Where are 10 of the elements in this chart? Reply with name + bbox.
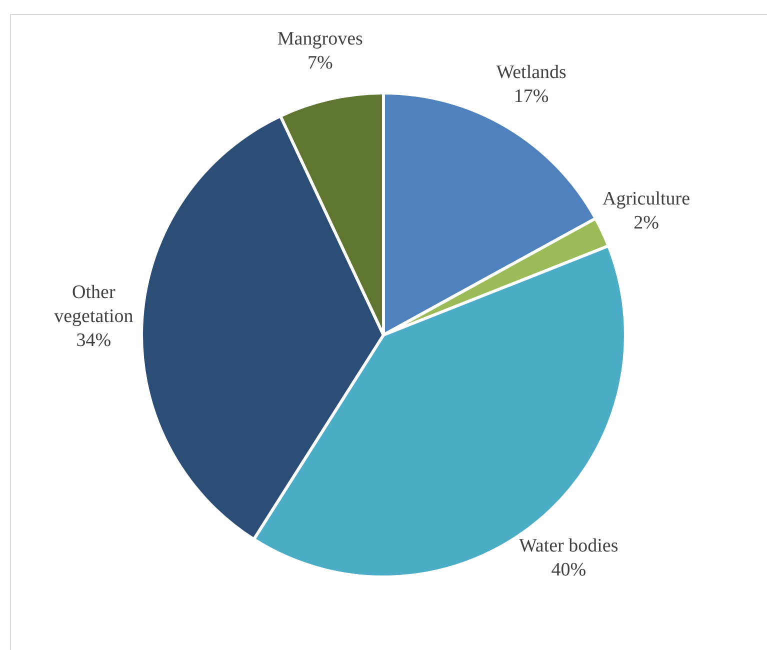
slice-label: Wetlands [496,62,566,84]
data-label: 34% [76,330,112,351]
slice-label: Other vegetation [54,282,134,327]
data-label: 2% [634,212,660,234]
data-label: 40% [551,560,586,581]
slice-label: Water bodies [518,536,618,557]
data-label: 7% [307,52,333,74]
slice-label: Agriculture [602,188,690,210]
data-label: 17% [514,86,549,108]
slice-label: Mangroves [277,28,363,50]
